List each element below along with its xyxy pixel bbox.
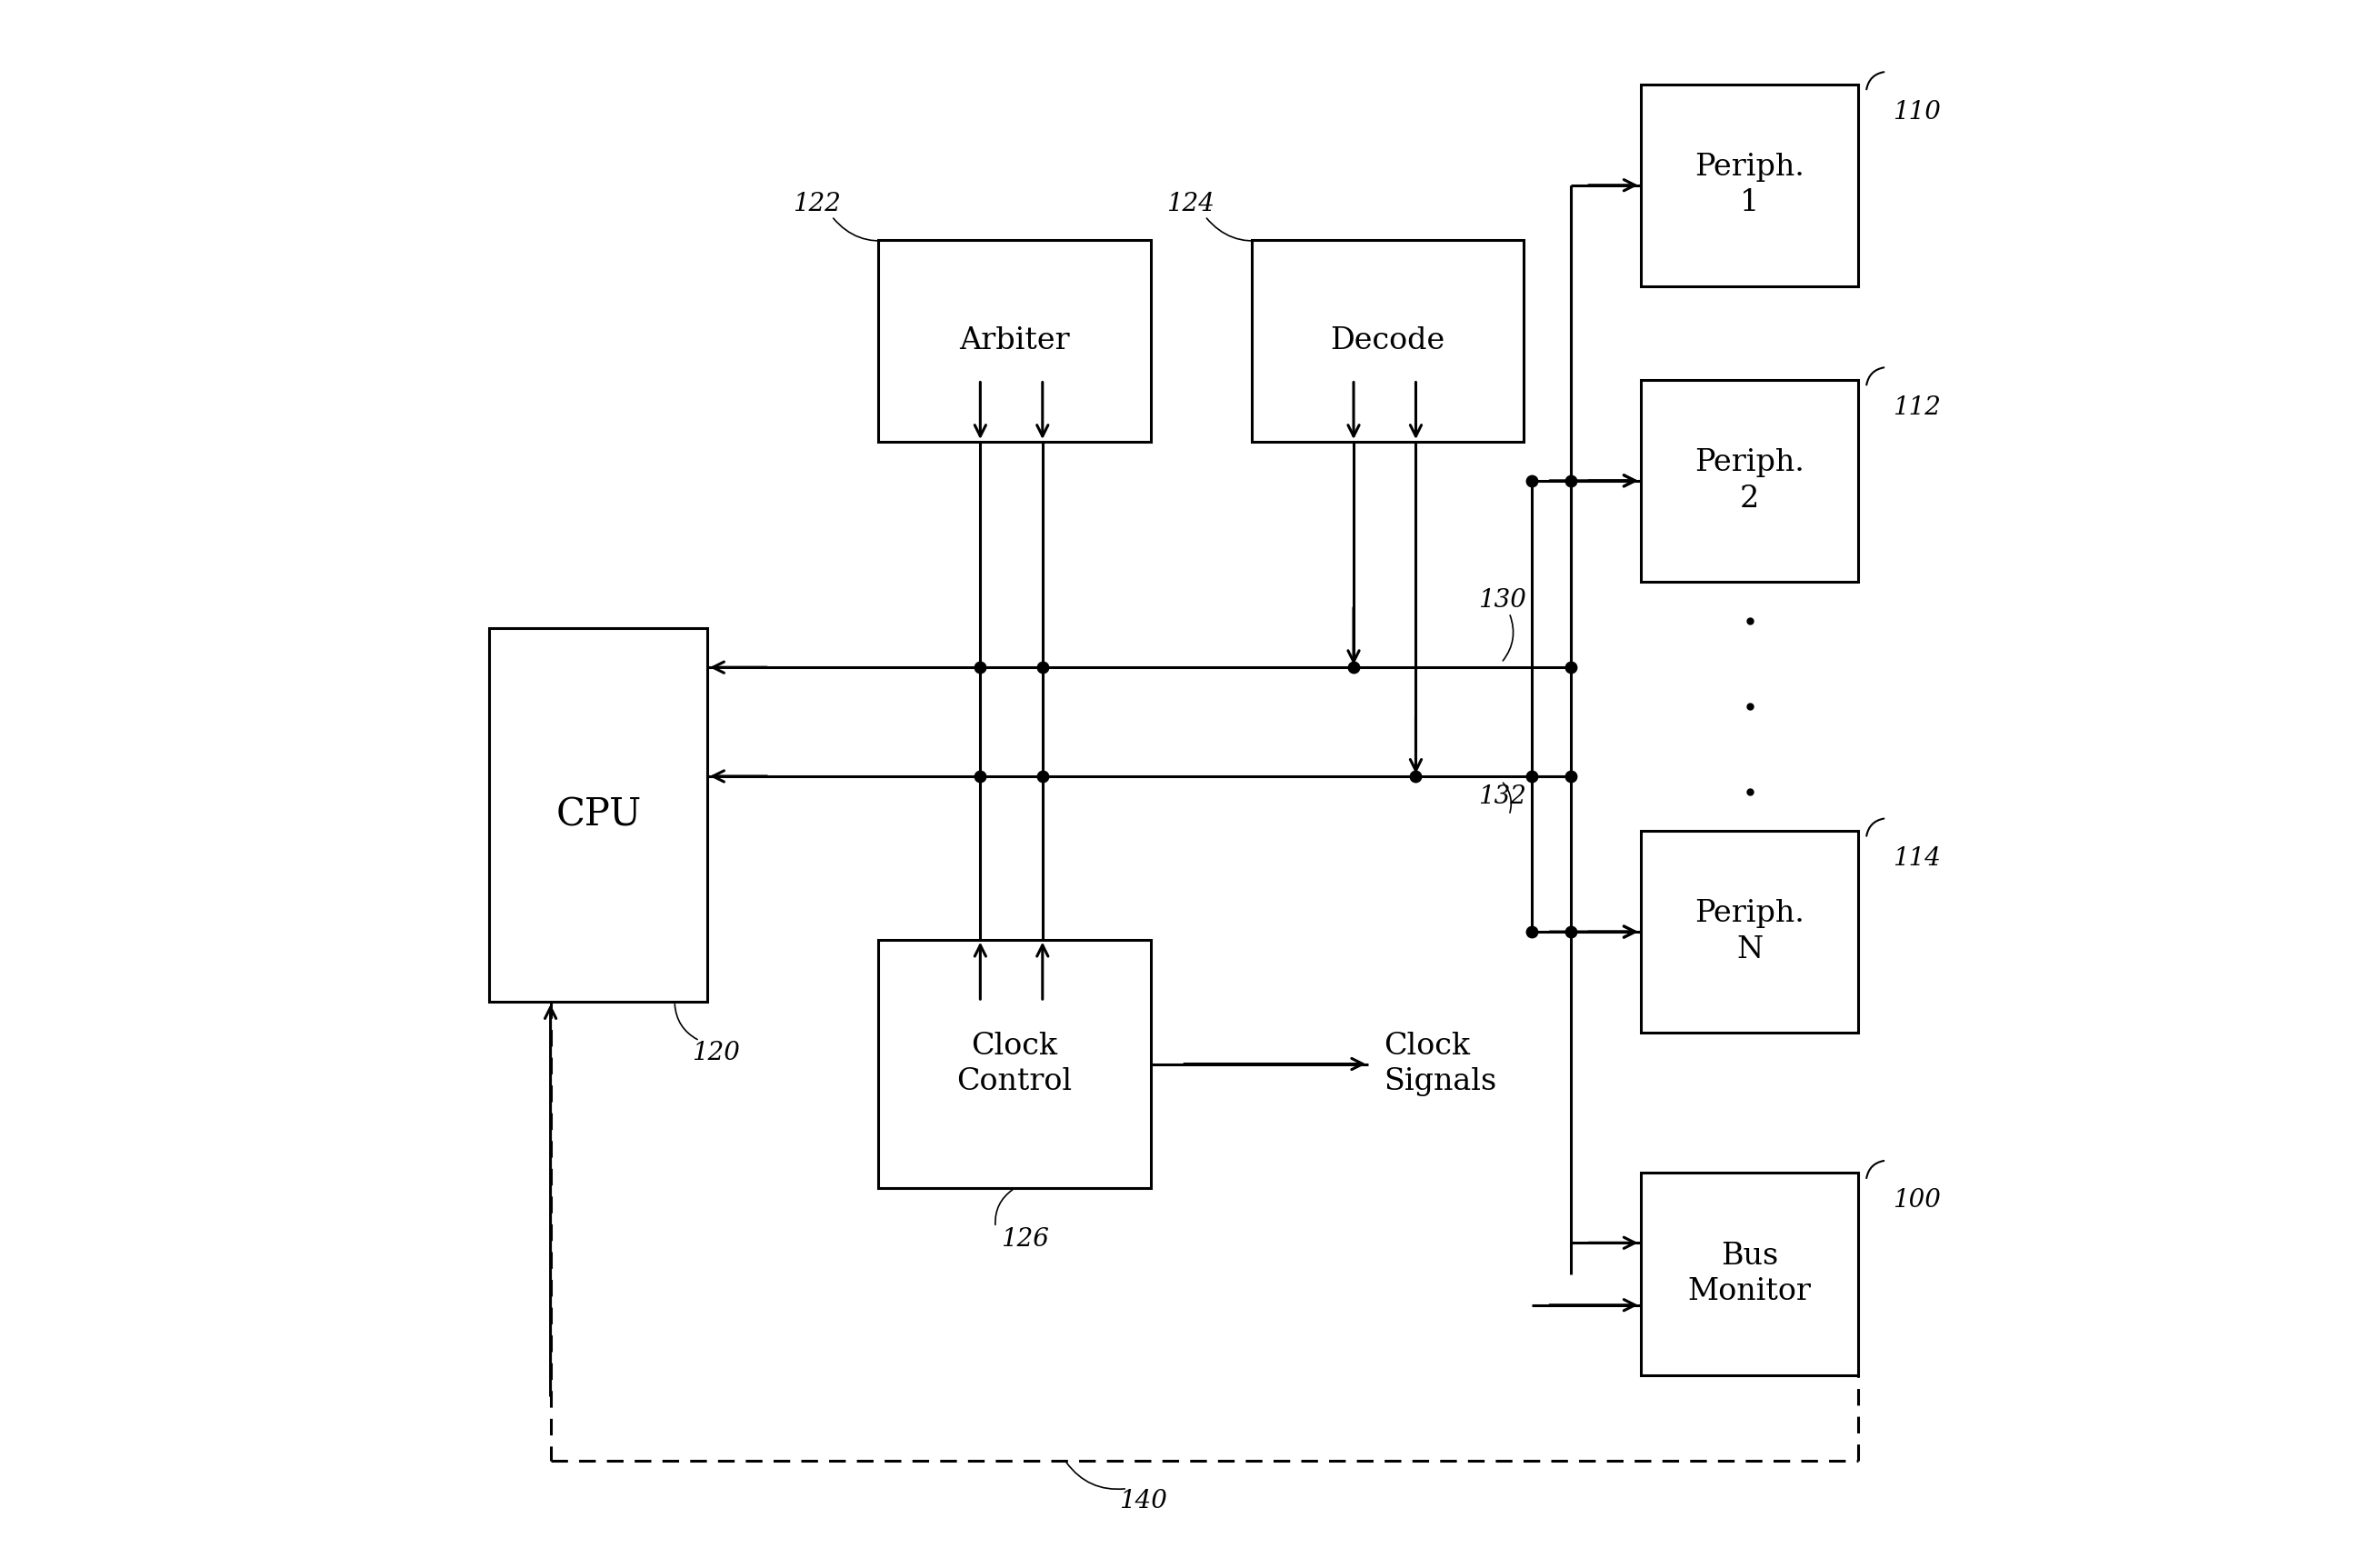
- Text: 120: 120: [692, 1041, 740, 1065]
- Text: 122: 122: [792, 191, 840, 216]
- Text: 132: 132: [1477, 784, 1525, 809]
- Bar: [1642, 831, 1858, 1033]
- Text: 100: 100: [1894, 1189, 1941, 1214]
- Text: 110: 110: [1894, 100, 1941, 124]
- Text: Periph.
2: Periph. 2: [1694, 448, 1803, 513]
- Text: Clock
Control: Clock Control: [956, 1032, 1073, 1096]
- Bar: [878, 939, 1151, 1189]
- Text: Arbiter: Arbiter: [959, 326, 1071, 356]
- Bar: [1251, 240, 1525, 442]
- Text: 140: 140: [1118, 1488, 1166, 1513]
- Text: 130: 130: [1477, 588, 1525, 613]
- Bar: [490, 629, 707, 1002]
- Bar: [1642, 379, 1858, 582]
- Text: Periph.
1: Periph. 1: [1694, 152, 1803, 218]
- Text: CPU: CPU: [557, 797, 642, 834]
- Bar: [1642, 85, 1858, 287]
- Bar: [878, 240, 1151, 442]
- Text: Periph.
N: Periph. N: [1694, 900, 1803, 964]
- Text: Clock
Signals: Clock Signals: [1385, 1032, 1496, 1096]
- Text: 112: 112: [1894, 395, 1941, 420]
- Text: 124: 124: [1166, 191, 1213, 216]
- Text: Bus
Monitor: Bus Monitor: [1687, 1242, 1810, 1306]
- Text: 126: 126: [1002, 1228, 1049, 1251]
- Bar: [1642, 1173, 1858, 1375]
- Text: 114: 114: [1894, 847, 1941, 870]
- Text: Decode: Decode: [1330, 326, 1444, 356]
